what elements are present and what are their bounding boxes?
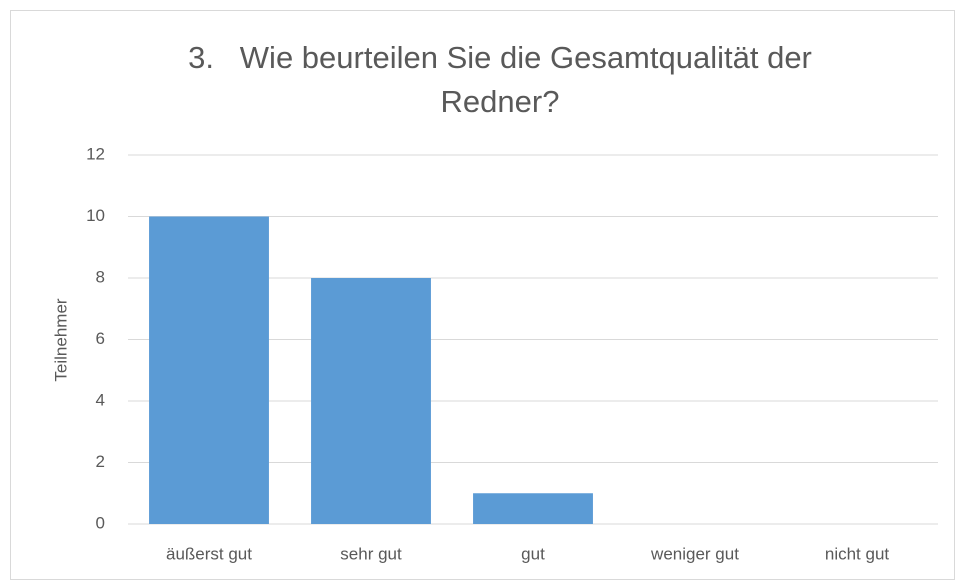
y-axis-label: Teilnehmer (51, 298, 70, 381)
y-tick-label: 8 (96, 267, 105, 286)
y-tick-label: 10 (86, 206, 105, 225)
y-tick-label: 12 (86, 144, 105, 163)
x-tick-label: äußerst gut (166, 544, 252, 563)
y-tick-label: 2 (96, 452, 105, 471)
bar (473, 493, 593, 524)
y-tick-label: 4 (96, 390, 105, 409)
y-tick-label: 0 (96, 513, 105, 532)
x-tick-label: gut (521, 544, 545, 563)
x-tick-label: nicht gut (825, 544, 890, 563)
x-tick-label: sehr gut (340, 544, 402, 563)
chart-title: 3. Wie beurteilen Sie die Gesamtqualität… (188, 40, 821, 119)
bar (149, 216, 269, 524)
y-tick-label: 6 (96, 329, 105, 348)
bar (311, 278, 431, 524)
x-tick-label: weniger gut (650, 544, 739, 563)
